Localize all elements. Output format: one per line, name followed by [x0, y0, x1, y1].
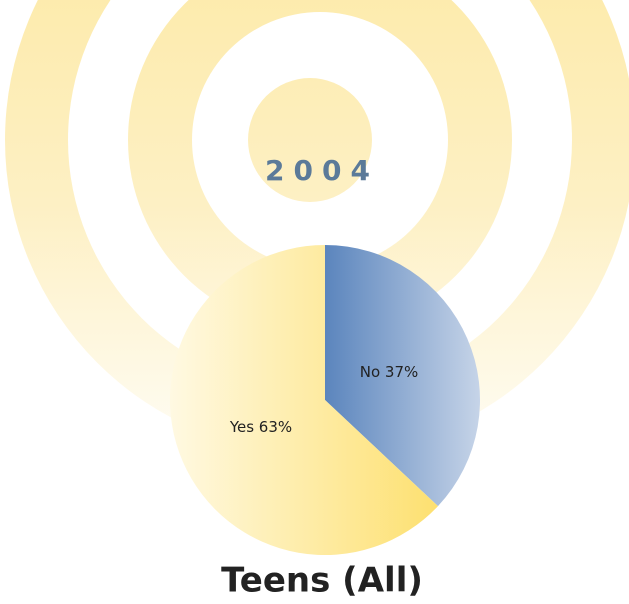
- slice-label: No 37%: [360, 363, 419, 381]
- chart: 2004 Teens (All) No 37% Yes 63%: [0, 0, 629, 604]
- chart-title: 2004: [265, 154, 379, 187]
- slice-label: Yes 63%: [229, 418, 292, 436]
- chart-subtitle: Teens (All): [221, 561, 423, 601]
- page: 2004 Teens (All) No 37%Yes 63% (() => { …: [0, 0, 629, 604]
